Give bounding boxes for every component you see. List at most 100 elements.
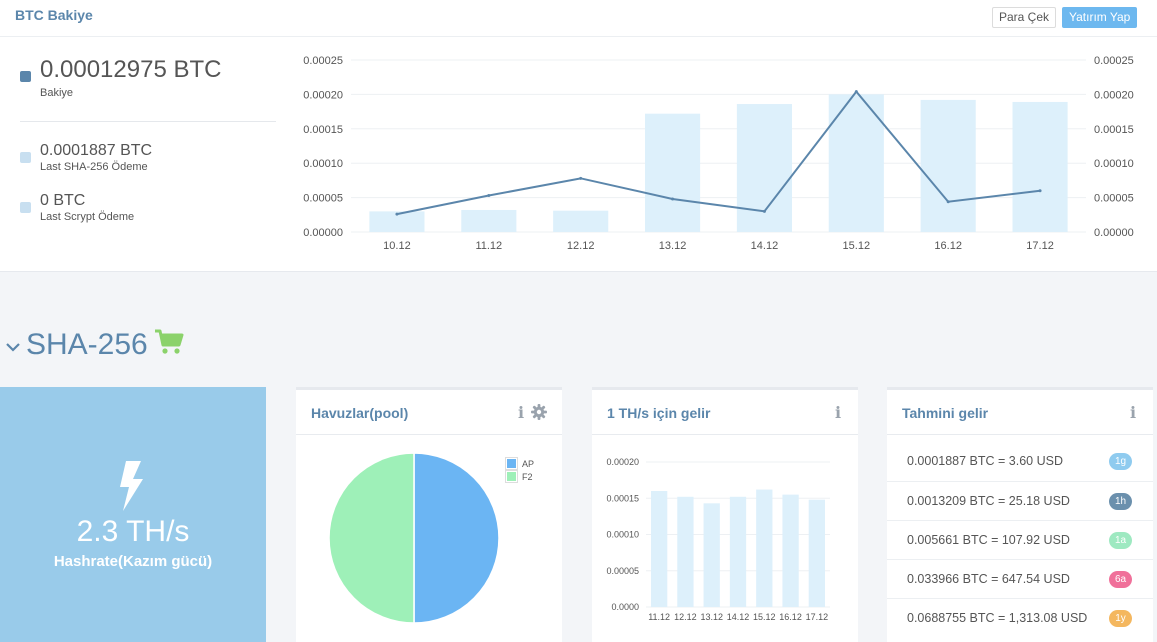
income-chart: 0.0000 0.00005 0.00010 0.00015 0.00020 11.12 1…: [606, 457, 830, 622]
card-title: Tahmini gelir: [902, 405, 989, 421]
btc-balance-panel: BTC Bakiye Para Çek Yatırım Yap 0.000129…: [0, 0, 1157, 272]
bar: [782, 494, 799, 607]
y-tick-label: 0.00010: [303, 158, 343, 170]
line-point: [395, 212, 399, 216]
list-item: 0.0688755 BTC = 1,313.08 USD 1y: [887, 598, 1153, 637]
chevron-down-icon[interactable]: [6, 335, 20, 358]
bar: [828, 94, 884, 233]
period-badge: 1h: [1109, 493, 1132, 510]
bar: [650, 491, 668, 607]
line-point: [579, 176, 583, 180]
y-tick-label: 0.00025: [303, 55, 343, 67]
pie-slice: [413, 452, 500, 624]
y-tick-label: 0.00020: [606, 457, 639, 467]
sha256-legend-square: [20, 152, 31, 163]
scrypt-legend-square: [20, 202, 31, 213]
y-tick-label-right: 0.00010: [1094, 158, 1134, 170]
bar: [703, 503, 720, 607]
list-item: 0.005661 BTC = 107.92 USD 1a: [887, 520, 1153, 559]
card-header: 1 TH/s için gelir i: [592, 390, 858, 435]
line-point: [671, 197, 675, 201]
y-tick-label: 0.0000: [611, 602, 639, 612]
bar: [461, 209, 517, 232]
estimate-text: 0.005661 BTC = 107.92 USD: [907, 533, 1070, 547]
card-title: Havuzlar(pool): [311, 405, 409, 421]
info-icon[interactable]: i: [518, 403, 525, 422]
estimate-text: 0.033966 BTC = 647.54 USD: [907, 572, 1070, 586]
bar: [808, 499, 826, 607]
bar: [1012, 101, 1068, 232]
x-tick-label: 15.12: [843, 240, 871, 252]
list-item: 0.0001887 BTC = 3.60 USD 1g: [887, 442, 1153, 481]
info-icon[interactable]: i: [835, 403, 842, 422]
bar: [920, 99, 976, 233]
x-tick-label: 13.12: [659, 240, 687, 252]
x-tick-label: 10.12: [383, 240, 411, 252]
line-point: [762, 209, 766, 213]
line-point: [854, 90, 858, 94]
section-heading: SHA-256: [6, 328, 184, 363]
x-tick-label: 17.12: [1026, 240, 1054, 252]
x-tick-label: 16.12: [779, 612, 802, 622]
last-scrypt-value: 0 BTC: [40, 192, 86, 209]
deposit-button[interactable]: Yatırım Yap: [1062, 7, 1138, 28]
y-tick-label-right: 0.00005: [1094, 193, 1134, 205]
last-sha256-label: Last SHA-256 Ödeme: [40, 161, 148, 173]
line-series: [396, 90, 1041, 216]
balance-value: 0.00012975 BTC: [40, 56, 222, 83]
pie-slice: [328, 452, 415, 624]
estimate-text: 0.0013209 BTC = 25.18 USD: [907, 494, 1070, 508]
hashrate-card: 2.3 TH/s Hashrate(Kazım gücü): [0, 387, 266, 642]
balance-label: Bakiye: [40, 87, 74, 99]
period-badge: 1a: [1109, 532, 1132, 549]
x-tick-label: 16.12: [934, 240, 962, 252]
withdraw-button[interactable]: Para Çek: [992, 7, 1057, 28]
pool-pie-chart: [328, 452, 500, 624]
estimate-text: 0.0001887 BTC = 3.60 USD: [907, 454, 1063, 468]
hashrate-label: Hashrate(Kazım gücü): [53, 553, 213, 570]
estimate-list: 0.0001887 BTC = 3.60 USD 1g 0.0013209 BTC …: [887, 442, 1153, 637]
cart-icon[interactable]: [154, 329, 184, 363]
x-tick-label: 11.12: [475, 240, 502, 252]
legend-swatch: [505, 457, 518, 470]
balance-legend-square: [20, 71, 31, 82]
estimate-text: 0.0688755 BTC = 1,313.08 USD: [907, 611, 1088, 625]
bar: [645, 113, 701, 232]
y-tick-label: 0.00000: [303, 227, 343, 239]
x-tick-label: 12.12: [567, 240, 595, 252]
btc-balance-chart: 0.00000 0.00000 0.00005 0.00005 0.00010 0.000…: [303, 55, 1134, 252]
period-badge: 6a: [1109, 571, 1132, 588]
gear-icon[interactable]: [531, 404, 547, 425]
last-sha256-value: 0.0001887 BTC: [40, 142, 153, 159]
legend-item: F2: [505, 470, 534, 483]
info-icon[interactable]: i: [1130, 403, 1137, 422]
period-badge: 1g: [1109, 453, 1132, 470]
y-tick-label: 0.00015: [303, 124, 343, 136]
y-tick-label: 0.00020: [303, 89, 343, 101]
bar: [677, 496, 694, 607]
period-badge: 1y: [1109, 610, 1132, 627]
legend-item: AP: [505, 457, 534, 470]
y-tick-label: 0.00005: [303, 193, 343, 205]
y-tick-label-right: 0.00025: [1094, 55, 1134, 67]
bar: [369, 211, 425, 232]
x-tick-label: 15.12: [753, 612, 776, 622]
panel-title: BTC Bakiye: [15, 7, 93, 23]
pool-card: Havuzlar(pool) i AP F2: [296, 387, 562, 642]
legend-swatch: [505, 470, 518, 483]
legend-label: F2: [522, 471, 533, 482]
y-tick-label-right: 0.00015: [1094, 124, 1134, 136]
list-item: 0.033966 BTC = 647.54 USD 6a: [887, 559, 1153, 598]
x-tick-label: 14.12: [727, 612, 750, 622]
line-point: [946, 200, 950, 204]
bar: [553, 210, 609, 232]
hashrate-value: 2.3 TH/s: [76, 515, 190, 548]
divider: [20, 121, 276, 122]
y-tick-label-right: 0.00020: [1094, 89, 1134, 101]
section-title: SHA-256: [26, 328, 148, 361]
y-tick-label-right: 0.00000: [1094, 227, 1134, 239]
bar: [729, 496, 747, 607]
line-point: [1038, 189, 1042, 193]
card-header: Tahmini gelir i: [887, 390, 1153, 435]
card-title: 1 TH/s için gelir: [607, 405, 711, 421]
